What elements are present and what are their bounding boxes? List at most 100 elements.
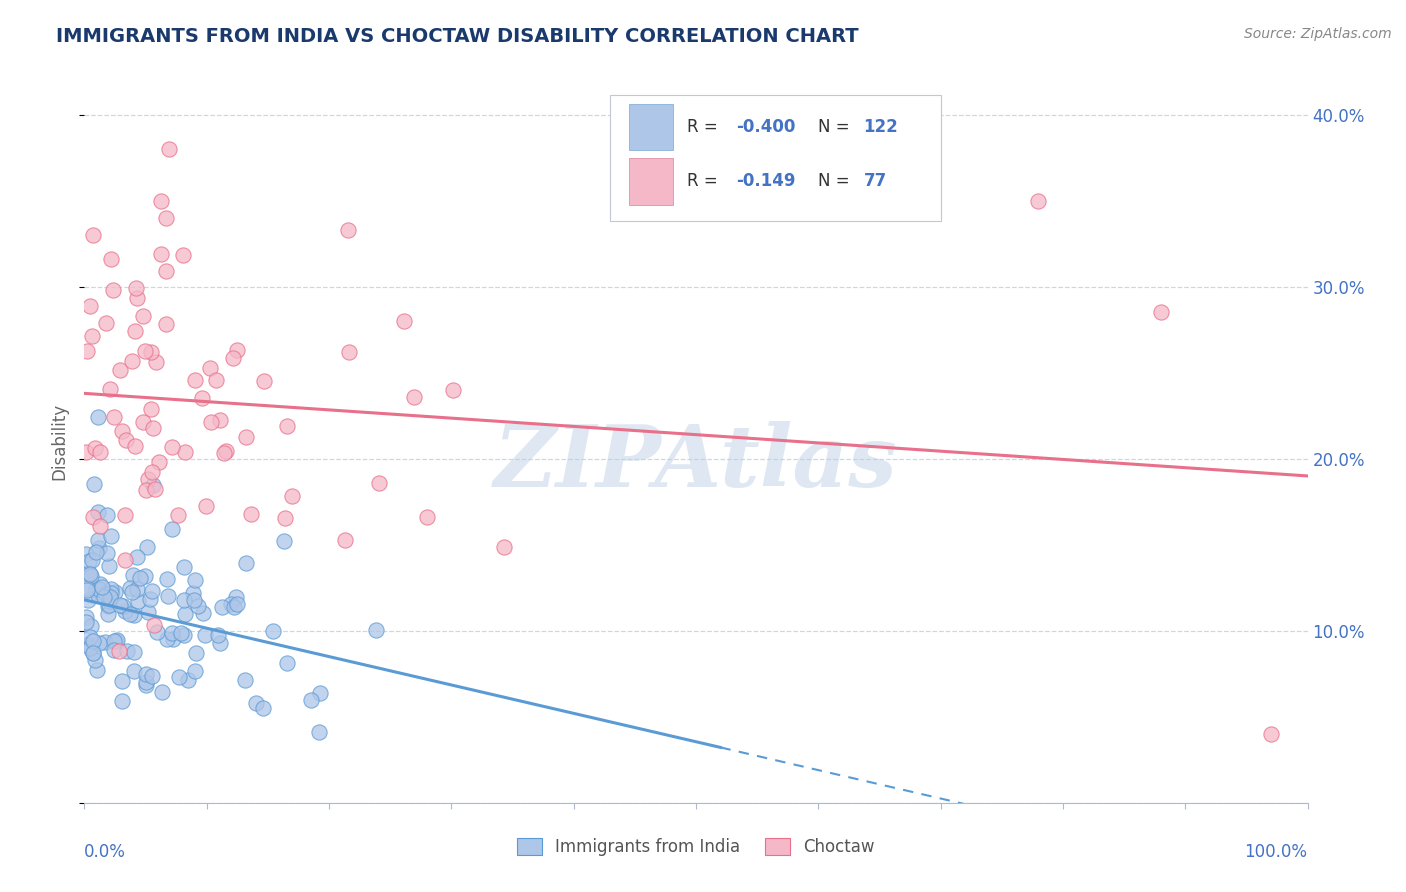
Point: [115, 433, 138, 447]
Point: [198, 361, 221, 376]
Point: [135, 677, 157, 691]
Point: [173, 593, 195, 607]
Point: [124, 607, 146, 622]
Point: [84, 545, 107, 559]
Point: [75, 615, 97, 629]
Point: [87, 410, 110, 425]
Text: N =: N =: [818, 172, 855, 190]
Point: [404, 390, 426, 404]
Point: [77, 593, 100, 607]
Text: 122: 122: [863, 119, 898, 136]
Text: ZIPAtlas: ZIPAtlas: [494, 421, 898, 505]
Point: [89, 541, 111, 556]
Point: [149, 246, 172, 260]
Point: [162, 632, 184, 647]
Point: [135, 675, 157, 690]
Point: [1150, 305, 1173, 319]
Point: [333, 533, 356, 548]
Point: [134, 568, 156, 582]
Point: [111, 425, 134, 439]
FancyBboxPatch shape: [610, 95, 941, 221]
Point: [184, 646, 207, 660]
Point: [98, 591, 121, 605]
Point: [155, 317, 177, 331]
Point: [281, 489, 304, 503]
Point: [276, 656, 298, 670]
Point: [79, 640, 101, 655]
Point: [145, 355, 167, 369]
Point: [77, 554, 100, 568]
Point: [124, 439, 146, 453]
Point: [139, 345, 162, 359]
Point: [135, 483, 157, 498]
Point: [146, 625, 169, 640]
Point: [142, 421, 165, 435]
Point: [156, 573, 179, 587]
Point: [84, 581, 107, 595]
Point: [184, 373, 207, 387]
Point: [87, 505, 110, 519]
Point: [209, 412, 232, 426]
Point: [127, 291, 149, 305]
Text: 100.0%: 100.0%: [1244, 843, 1308, 861]
Point: [76, 582, 98, 596]
Text: R =: R =: [688, 119, 724, 136]
Point: [96, 508, 118, 522]
Point: [97, 593, 120, 607]
Point: [252, 700, 274, 714]
FancyBboxPatch shape: [628, 158, 672, 204]
Point: [299, 693, 322, 707]
Point: [77, 566, 100, 580]
Point: [128, 571, 150, 585]
Text: N =: N =: [818, 119, 855, 136]
Point: [86, 663, 108, 677]
Text: 77: 77: [863, 172, 887, 190]
Point: [76, 637, 98, 651]
Point: [98, 382, 121, 396]
Point: [222, 351, 245, 365]
Point: [162, 626, 184, 640]
Point: [127, 594, 149, 608]
Point: [143, 482, 166, 496]
Point: [193, 628, 215, 642]
Point: [309, 686, 332, 700]
Point: [93, 590, 115, 604]
Point: [122, 645, 145, 659]
Legend: Immigrants from India, Choctaw: Immigrants from India, Choctaw: [510, 831, 882, 863]
Point: [139, 591, 162, 606]
Point: [132, 415, 155, 429]
Point: [364, 623, 387, 637]
Point: [276, 418, 298, 433]
Point: [125, 550, 148, 565]
Point: [215, 444, 238, 458]
Point: [441, 383, 464, 397]
Point: [157, 589, 180, 603]
Point: [108, 599, 131, 613]
Point: [173, 607, 195, 622]
Point: [97, 607, 120, 622]
Point: [212, 446, 235, 460]
Text: -0.149: -0.149: [737, 172, 796, 190]
Point: [83, 476, 105, 491]
Point: [76, 582, 98, 597]
Point: [103, 410, 125, 425]
Point: [134, 344, 156, 359]
Point: [124, 280, 146, 294]
Point: [226, 343, 249, 358]
Point: [191, 391, 214, 405]
Point: [125, 582, 148, 597]
Point: [136, 472, 159, 486]
Text: R =: R =: [688, 172, 724, 190]
Point: [80, 618, 103, 632]
Point: [82, 646, 104, 660]
Point: [132, 309, 155, 323]
Point: [148, 455, 170, 469]
Point: [174, 445, 197, 459]
Point: [101, 283, 124, 297]
Point: [103, 634, 125, 648]
Point: [84, 441, 107, 455]
Point: [392, 314, 415, 328]
Point: [82, 509, 104, 524]
Point: [82, 228, 104, 243]
Point: [1260, 727, 1282, 741]
